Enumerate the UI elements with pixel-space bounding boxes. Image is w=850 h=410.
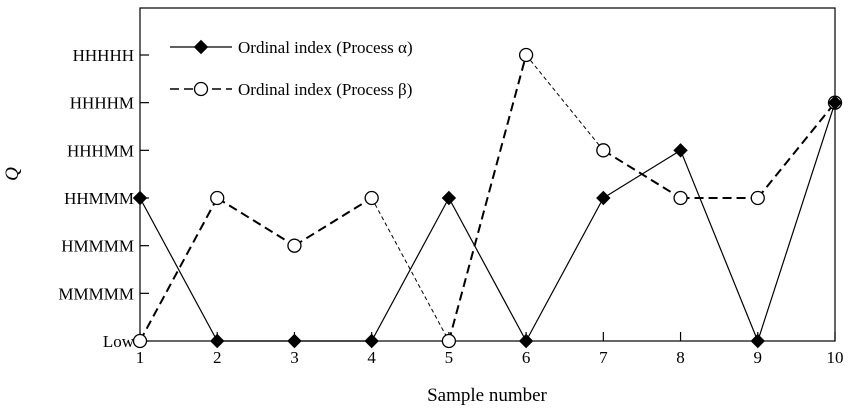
x-tick-label: 9: [754, 348, 763, 367]
plot-area-frame: [139, 7, 836, 342]
data-point: [364, 190, 379, 206]
x-tick-label: 7: [599, 348, 608, 367]
data-point: [518, 333, 534, 349]
data-point: [518, 47, 534, 63]
x-tick-label: 3: [290, 348, 299, 367]
x-tick-label: 4: [367, 348, 376, 367]
data-point: [441, 190, 457, 206]
y-axis-title: Q: [2, 167, 23, 181]
legend-item: Ordinal index (Process α): [170, 38, 413, 57]
series-line-segment: [216, 197, 295, 247]
data-point: [364, 333, 379, 349]
series-line-segment: [525, 54, 604, 151]
data-point: [673, 190, 688, 206]
data-point: [750, 333, 765, 349]
x-tick-label: 10: [827, 348, 844, 367]
x-axis: 1 2 3 4 5 6 7 8 9 10: [136, 332, 844, 367]
y-tick-label: MMMMM: [58, 284, 134, 303]
data-point: [132, 190, 148, 206]
y-tick-label: Low: [103, 332, 135, 351]
y-tick-label: HHMMM: [64, 189, 134, 208]
x-tick-label: 6: [522, 348, 531, 367]
data-point: [596, 190, 611, 206]
data-point: [210, 333, 225, 349]
series-line-segment: [371, 197, 450, 342]
series-line-segment: [139, 197, 218, 342]
legend-marker: [193, 39, 209, 55]
legend-marker: [193, 81, 209, 97]
data-point: [441, 333, 457, 349]
series-alpha: [132, 95, 843, 349]
series-line-segment: [603, 149, 681, 199]
x-tick-label: 5: [445, 348, 454, 367]
y-tick-label: HHHMM: [67, 141, 134, 160]
legend-label: Ordinal index (Process α): [238, 38, 413, 57]
series-beta: [132, 47, 843, 349]
x-tick-label: 1: [136, 348, 145, 367]
legend: Ordinal index (Process α) Ordinal index (…: [170, 38, 413, 99]
data-point: [673, 143, 688, 158]
data-point: [596, 143, 611, 158]
series-line-segment: [448, 197, 527, 342]
series-line-segment: [293, 197, 373, 247]
x-tick-label: 2: [213, 348, 222, 367]
series-line-segment: [371, 197, 450, 342]
data-point: [287, 238, 302, 253]
series-line-segment: [757, 102, 836, 199]
data-point: [132, 333, 148, 349]
series-line-segment: [447, 54, 528, 342]
y-axis: Low MMMMM HMMMM HHMMM HHHMM HHHHM HHHHH: [58, 46, 149, 351]
series-layer: [132, 47, 843, 349]
series-line-segment: [679, 150, 759, 342]
data-point: [750, 190, 765, 206]
series-line-segment: [525, 197, 604, 342]
data-point: [210, 190, 225, 206]
y-tick-label: HHHHH: [73, 46, 134, 65]
y-tick-label: HMMMM: [61, 237, 134, 256]
data-point: [287, 333, 302, 349]
x-axis-title: Sample number: [427, 385, 547, 406]
legend-label: Ordinal index (Process β): [238, 80, 412, 99]
legend-item: Ordinal index (Process β): [170, 80, 412, 99]
y-tick-label: HHHHM: [70, 94, 134, 113]
series-line-segment: [757, 102, 836, 342]
data-point: [827, 95, 843, 110]
x-tick-label: 8: [676, 348, 685, 367]
